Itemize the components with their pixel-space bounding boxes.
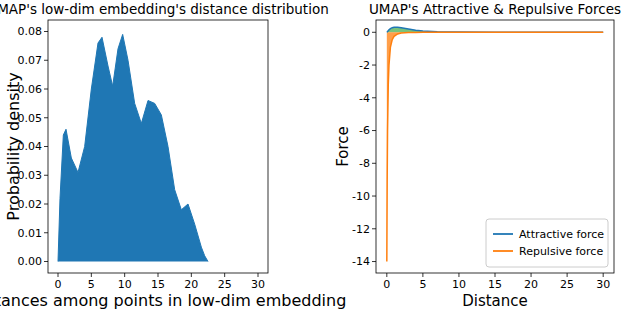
y-tick-label: 0.00 (18, 255, 43, 268)
y-tick (44, 60, 48, 61)
x-tick-label: 5 (419, 278, 426, 291)
x-tick (58, 273, 59, 277)
y-tick (372, 65, 376, 66)
y-tick-label: 0.05 (18, 112, 43, 125)
y-tick-label: -8 (359, 157, 370, 170)
y-tick-label: 0.08 (18, 25, 43, 38)
y-label: Force (334, 126, 352, 167)
legend-swatch (493, 233, 513, 235)
x-tick (531, 273, 532, 277)
x-tick-label: 30 (596, 278, 610, 291)
y-tick-label: 0.04 (18, 140, 43, 153)
legend: Attractive force Repulsive force (486, 219, 608, 267)
y-tick (372, 163, 376, 164)
x-tick-label: 15 (151, 278, 165, 291)
x-label: Distances among points in low-dim embedd… (0, 291, 346, 310)
x-label: Distance (462, 292, 528, 310)
x-tick (386, 273, 387, 277)
y-tick-label: 0.06 (18, 83, 43, 96)
x-tick (191, 273, 192, 277)
x-tick (258, 273, 259, 277)
y-tick (372, 196, 376, 197)
y-tick-label: 0.02 (18, 198, 43, 211)
x-tick-label: 25 (560, 278, 574, 291)
y-tick (372, 130, 376, 131)
x-tick (124, 273, 125, 277)
title: UMAP's low-dim embedding's distance dist… (0, 1, 329, 17)
density-line (58, 34, 208, 261)
y-tick (44, 117, 48, 118)
legend-label: Repulsive force (519, 245, 603, 258)
y-tick-label: -12 (352, 223, 370, 236)
title: UMAP's Attractive & Repulsive Forces (369, 1, 621, 17)
x-tick (91, 273, 92, 277)
y-tick-label: -14 (352, 255, 370, 268)
y-tick-label: 0.07 (18, 54, 43, 67)
x-tick-label: 5 (88, 278, 95, 291)
axes-frame (48, 20, 268, 273)
y-tick (372, 228, 376, 229)
y-tick (372, 261, 376, 262)
x-tick (458, 273, 459, 277)
x-tick-label: 20 (524, 278, 538, 291)
x-tick-label: 0 (55, 278, 62, 291)
x-tick (422, 273, 423, 277)
y-tick (372, 97, 376, 98)
x-tick (567, 273, 568, 277)
x-tick (603, 273, 604, 277)
axes-frame (376, 20, 614, 273)
y-tick (44, 232, 48, 233)
x-tick-label: 10 (118, 278, 132, 291)
x-tick (495, 273, 496, 277)
plot-area (58, 34, 208, 261)
y-tick-label: 0 (363, 26, 370, 39)
x-tick (224, 273, 225, 277)
x-tick-label: 10 (452, 278, 466, 291)
y-tick (44, 146, 48, 147)
y-tick-label: -4 (359, 92, 370, 105)
y-tick-label: -2 (359, 59, 370, 72)
x-tick-label: 25 (218, 278, 232, 291)
legend-swatch (493, 250, 513, 252)
y-tick-label: 0.01 (18, 227, 43, 240)
y-tick-label: -6 (359, 124, 370, 137)
y-tick (44, 261, 48, 262)
y-tick-label: -10 (352, 190, 370, 203)
legend-box (486, 219, 608, 267)
x-tick-label: 30 (251, 278, 265, 291)
y-tick-label: 0.03 (18, 169, 43, 182)
y-tick (372, 32, 376, 33)
y-tick (44, 204, 48, 205)
x-tick-label: 20 (184, 278, 198, 291)
panel-0: UMAP's low-dim embedding's distance dist… (0, 1, 346, 310)
x-tick-label: 0 (383, 278, 390, 291)
y-tick (44, 31, 48, 32)
panel-1: UMAP's Attractive & Repulsive Forces Dist… (334, 1, 621, 310)
y-tick (44, 89, 48, 90)
y-tick (44, 175, 48, 176)
density-area (58, 34, 208, 261)
figure: UMAP's low-dim embedding's distance dist… (0, 0, 640, 313)
x-tick (158, 273, 159, 277)
legend-label: Attractive force (519, 228, 604, 241)
x-tick-label: 15 (488, 278, 502, 291)
